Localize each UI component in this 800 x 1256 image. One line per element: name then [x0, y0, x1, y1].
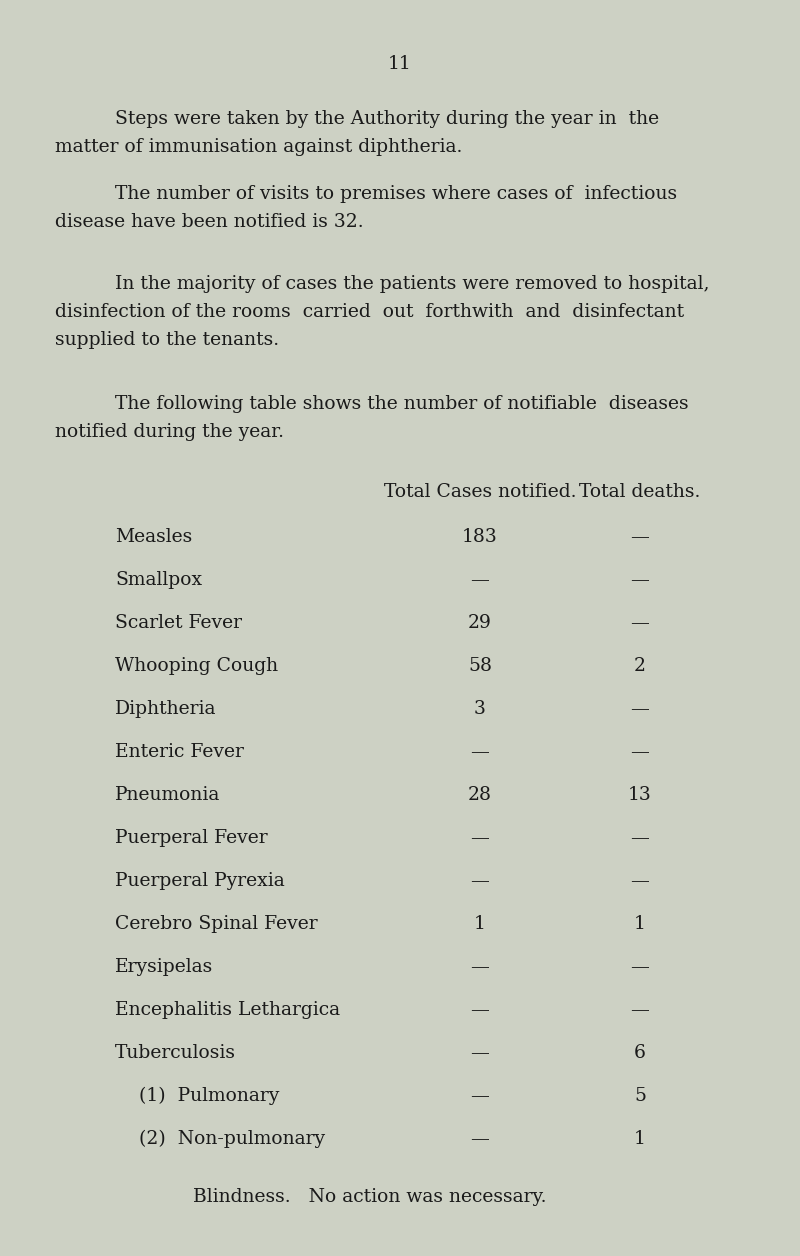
Text: —: — — [470, 1130, 490, 1148]
Text: 11: 11 — [388, 55, 412, 73]
Text: 183: 183 — [462, 528, 498, 546]
Text: Scarlet Fever: Scarlet Fever — [115, 614, 242, 632]
Text: 28: 28 — [468, 786, 492, 804]
Text: Steps were taken by the Authority during the year in  the: Steps were taken by the Authority during… — [115, 111, 659, 128]
Text: Puerperal Pyrexia: Puerperal Pyrexia — [115, 872, 285, 891]
Text: 13: 13 — [628, 786, 652, 804]
Text: —: — — [470, 1044, 490, 1063]
Text: Enteric Fever: Enteric Fever — [115, 744, 244, 761]
Text: 58: 58 — [468, 657, 492, 674]
Text: (2)  Non-pulmonary: (2) Non-pulmonary — [115, 1130, 325, 1148]
Text: The number of visits to premises where cases of  infectious: The number of visits to premises where c… — [115, 185, 677, 203]
Text: —: — — [470, 829, 490, 847]
Text: 1: 1 — [634, 916, 646, 933]
Text: Encephalitis Lethargica: Encephalitis Lethargica — [115, 1001, 340, 1019]
Text: Puerperal Fever: Puerperal Fever — [115, 829, 268, 847]
Text: notified during the year.: notified during the year. — [55, 423, 284, 441]
Text: In the majority of cases the patients were removed to hospital,: In the majority of cases the patients we… — [115, 275, 710, 293]
Text: —: — — [630, 614, 650, 632]
Text: —: — — [630, 1001, 650, 1019]
Text: matter of immunisation against diphtheria.: matter of immunisation against diphtheri… — [55, 138, 462, 156]
Text: Total deaths.: Total deaths. — [579, 484, 701, 501]
Text: Diphtheria: Diphtheria — [115, 700, 217, 718]
Text: disease have been notified is 32.: disease have been notified is 32. — [55, 214, 364, 231]
Text: —: — — [470, 872, 490, 891]
Text: Total Cases notified.: Total Cases notified. — [384, 484, 576, 501]
Text: —: — — [470, 1086, 490, 1105]
Text: supplied to the tenants.: supplied to the tenants. — [55, 332, 279, 349]
Text: —: — — [630, 829, 650, 847]
Text: —: — — [470, 744, 490, 761]
Text: 6: 6 — [634, 1044, 646, 1063]
Text: Blindness.   No action was necessary.: Blindness. No action was necessary. — [194, 1188, 546, 1206]
Text: Whooping Cough: Whooping Cough — [115, 657, 278, 674]
Text: —: — — [630, 958, 650, 976]
Text: Pneumonia: Pneumonia — [115, 786, 220, 804]
Text: 29: 29 — [468, 614, 492, 632]
Text: Tuberculosis: Tuberculosis — [115, 1044, 236, 1063]
Text: —: — — [630, 571, 650, 589]
Text: Erysipelas: Erysipelas — [115, 958, 214, 976]
Text: —: — — [630, 528, 650, 546]
Text: 5: 5 — [634, 1086, 646, 1105]
Text: 1: 1 — [634, 1130, 646, 1148]
Text: Measles: Measles — [115, 528, 192, 546]
Text: 2: 2 — [634, 657, 646, 674]
Text: —: — — [470, 571, 490, 589]
Text: 3: 3 — [474, 700, 486, 718]
Text: —: — — [630, 744, 650, 761]
Text: Cerebro Spinal Fever: Cerebro Spinal Fever — [115, 916, 318, 933]
Text: 1: 1 — [474, 916, 486, 933]
Text: —: — — [470, 958, 490, 976]
Text: —: — — [630, 872, 650, 891]
Text: Smallpox: Smallpox — [115, 571, 202, 589]
Text: —: — — [470, 1001, 490, 1019]
Text: disinfection of the rooms  carried  out  forthwith  and  disinfectant: disinfection of the rooms carried out fo… — [55, 303, 684, 322]
Text: —: — — [630, 700, 650, 718]
Text: The following table shows the number of notifiable  diseases: The following table shows the number of … — [115, 394, 689, 413]
Text: (1)  Pulmonary: (1) Pulmonary — [115, 1086, 279, 1105]
